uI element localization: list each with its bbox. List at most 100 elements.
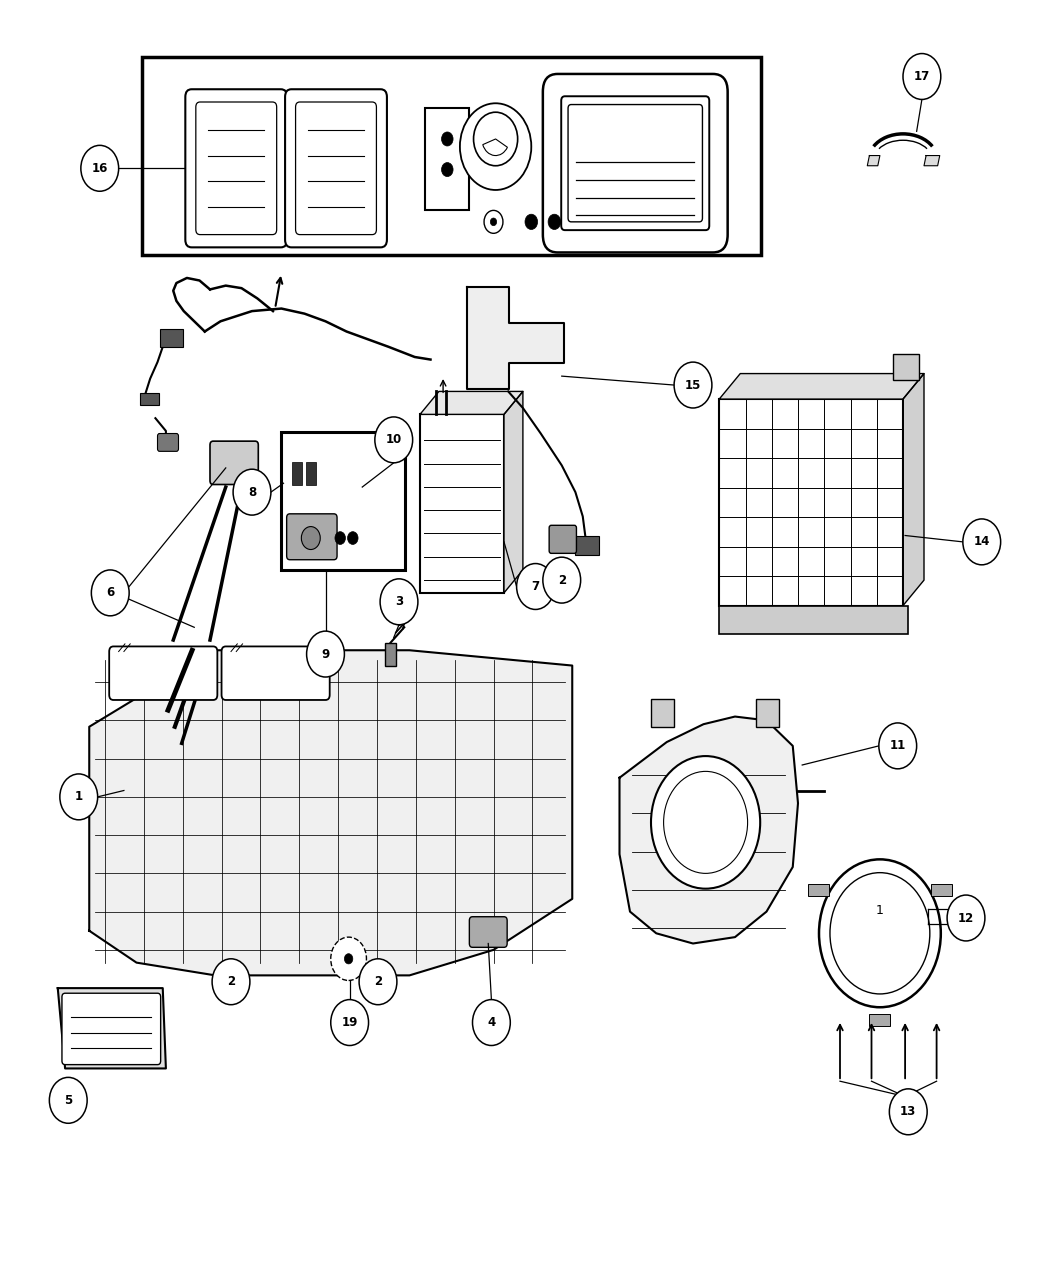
FancyBboxPatch shape (195, 102, 277, 235)
Bar (807, 884, 828, 896)
Polygon shape (470, 113, 521, 156)
Circle shape (889, 1089, 927, 1135)
Circle shape (60, 774, 98, 820)
Text: 4: 4 (487, 1016, 496, 1029)
Circle shape (81, 145, 119, 191)
Bar (756, 699, 779, 727)
FancyBboxPatch shape (469, 917, 507, 947)
Bar (292, 462, 302, 485)
Circle shape (344, 954, 353, 964)
FancyBboxPatch shape (549, 525, 576, 553)
Bar (892, 354, 919, 380)
Bar (869, 1014, 890, 1026)
Circle shape (472, 1000, 510, 1046)
Circle shape (307, 631, 344, 677)
Circle shape (664, 771, 748, 873)
Text: 1: 1 (75, 790, 83, 803)
Circle shape (460, 103, 531, 190)
FancyBboxPatch shape (62, 993, 161, 1065)
Bar (306, 462, 316, 485)
Circle shape (525, 214, 538, 230)
Circle shape (674, 362, 712, 408)
Text: 12: 12 (958, 912, 974, 924)
Polygon shape (719, 374, 924, 399)
Circle shape (233, 469, 271, 515)
Polygon shape (867, 156, 880, 166)
Circle shape (331, 1000, 369, 1046)
Text: 6: 6 (106, 586, 114, 599)
Bar (719, 399, 903, 606)
Circle shape (947, 895, 985, 941)
Bar (931, 884, 952, 896)
Circle shape (963, 519, 1001, 565)
Circle shape (335, 532, 345, 544)
Circle shape (474, 112, 518, 166)
Text: 14: 14 (973, 536, 990, 548)
Text: 16: 16 (91, 162, 108, 175)
Text: 13: 13 (900, 1105, 917, 1118)
Circle shape (212, 959, 250, 1005)
Bar (160, 329, 183, 347)
FancyBboxPatch shape (562, 97, 710, 231)
Bar (719, 606, 908, 634)
FancyBboxPatch shape (185, 89, 287, 247)
Text: 19: 19 (341, 1016, 358, 1029)
Polygon shape (620, 717, 798, 944)
FancyBboxPatch shape (296, 102, 377, 235)
Circle shape (830, 872, 930, 994)
Circle shape (651, 756, 760, 889)
Polygon shape (89, 650, 572, 975)
Text: 11: 11 (889, 740, 906, 752)
Polygon shape (924, 156, 940, 166)
Bar (385, 643, 396, 666)
Circle shape (903, 54, 941, 99)
FancyBboxPatch shape (109, 646, 217, 700)
Text: 2: 2 (558, 574, 566, 586)
Circle shape (490, 218, 497, 226)
FancyBboxPatch shape (543, 74, 728, 252)
Text: 2: 2 (227, 975, 235, 988)
Circle shape (359, 959, 397, 1005)
Text: 17: 17 (914, 70, 930, 83)
Polygon shape (467, 287, 564, 389)
Text: 10: 10 (385, 434, 402, 446)
FancyBboxPatch shape (222, 646, 330, 700)
Text: 1: 1 (876, 904, 884, 917)
Circle shape (442, 131, 454, 147)
Bar (425, 108, 469, 210)
Circle shape (331, 937, 366, 980)
Polygon shape (903, 374, 924, 606)
FancyBboxPatch shape (287, 514, 337, 560)
Circle shape (91, 570, 129, 616)
Text: 5: 5 (64, 1094, 72, 1107)
Text: 2: 2 (374, 975, 382, 988)
Bar (651, 699, 674, 727)
Wedge shape (483, 139, 507, 156)
Circle shape (819, 859, 941, 1007)
FancyBboxPatch shape (210, 441, 258, 484)
FancyBboxPatch shape (286, 89, 387, 247)
Circle shape (543, 557, 581, 603)
Text: 8: 8 (248, 486, 256, 499)
Text: 7: 7 (531, 580, 540, 593)
Circle shape (380, 579, 418, 625)
Bar (142, 57, 761, 255)
Circle shape (375, 417, 413, 463)
FancyBboxPatch shape (568, 105, 702, 222)
Polygon shape (504, 391, 523, 593)
Bar (420, 414, 504, 593)
Bar (281, 432, 405, 570)
Polygon shape (58, 988, 166, 1068)
Circle shape (301, 527, 320, 550)
Circle shape (49, 1077, 87, 1123)
Circle shape (442, 163, 454, 177)
Text: 15: 15 (685, 379, 701, 391)
Circle shape (879, 723, 917, 769)
Text: 3: 3 (395, 595, 403, 608)
FancyBboxPatch shape (158, 434, 179, 451)
Circle shape (348, 532, 358, 544)
Circle shape (548, 214, 561, 230)
Bar (140, 393, 159, 405)
Polygon shape (420, 391, 523, 414)
Bar (575, 536, 598, 555)
